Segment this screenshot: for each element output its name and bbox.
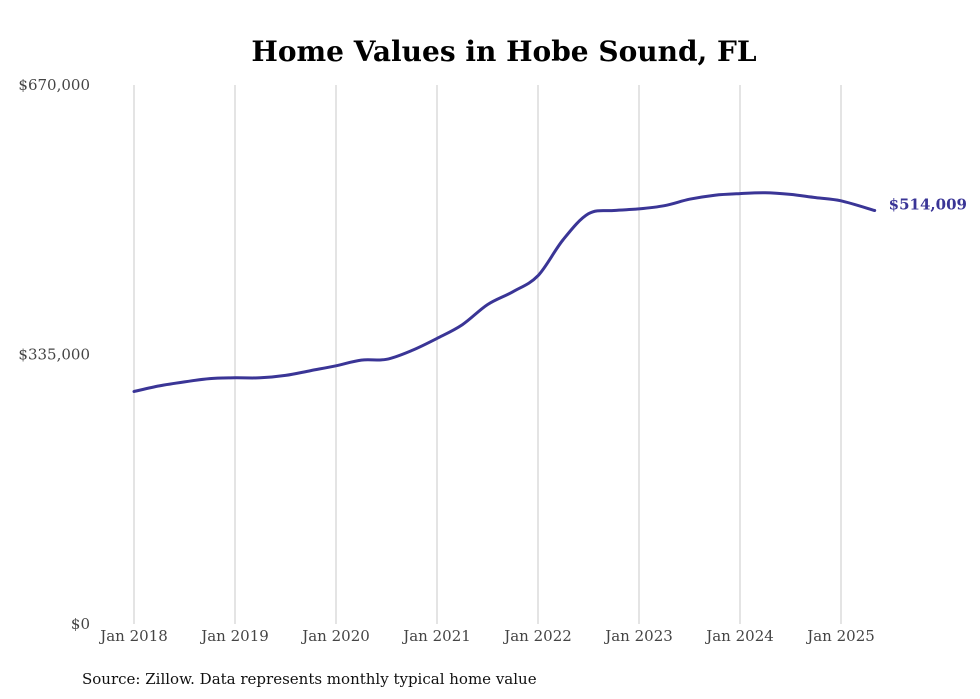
- x-axis-ticks: Jan 2018 Jan 2019 Jan 2020 Jan 2021 Jan 2022…: [98, 627, 875, 645]
- x-tick-label: Jan 2018: [98, 627, 168, 645]
- chart-title: Home Values in Hobe Sound, FL: [251, 35, 757, 68]
- y-tick-label: $0: [71, 615, 90, 633]
- end-value-label: $514,009: [889, 195, 967, 213]
- source-note: Source: Zillow. Data represents monthly …: [82, 670, 537, 688]
- x-tick-label: Jan 2019: [199, 627, 269, 645]
- y-axis-ticks: $0 $335,000 $670,000: [18, 76, 90, 633]
- y-tick-label: $670,000: [18, 76, 90, 94]
- y-tick-label: $335,000: [18, 346, 90, 364]
- x-tick-label: Jan 2020: [300, 627, 370, 645]
- x-tick-label: Jan 2021: [401, 627, 471, 645]
- x-tick-label: Jan 2025: [805, 627, 875, 645]
- x-tick-label: Jan 2023: [603, 627, 673, 645]
- series-line: [132, 191, 877, 393]
- x-tick-label: Jan 2024: [704, 627, 774, 645]
- x-tick-label: Jan 2022: [502, 627, 572, 645]
- series-layer: [132, 191, 877, 393]
- gridlines: [133, 85, 842, 624]
